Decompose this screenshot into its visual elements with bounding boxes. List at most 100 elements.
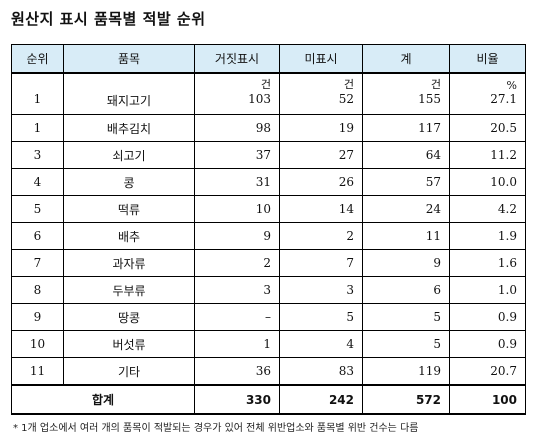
cell-ratio: 27.1 <box>449 92 526 115</box>
cell-total: 117 <box>362 114 450 142</box>
cell-rank: 11 <box>11 357 64 386</box>
cell-total: 119 <box>362 357 450 386</box>
unit-false-label: 건 <box>194 72 280 92</box>
cell-ratio: 0.9 <box>449 330 526 358</box>
cell-false-label: 36 <box>194 357 280 386</box>
cell-unlabeled: 3 <box>279 276 363 304</box>
cell-rank: 5 <box>11 195 64 223</box>
header-unlabeled: 미표시 <box>279 44 363 74</box>
cell-unlabeled: 52 <box>279 92 363 115</box>
unit-row: 건 건 건 % <box>11 72 526 92</box>
cell-ratio: 0.9 <box>449 303 526 331</box>
cell-ratio: 11.2 <box>449 141 526 169</box>
cell-false-label: 37 <box>194 141 280 169</box>
cell-total: 9 <box>362 249 450 277</box>
total-false-label: 330 <box>194 384 280 415</box>
cell-rank: 9 <box>11 303 64 331</box>
table-body: 건 건 건 % 1 돼지고기 103 52 155 27.1 1 배추김치 98 19 117 20.… <box>11 72 526 386</box>
cell-item: 기타 <box>63 357 195 386</box>
cell-unlabeled: 4 <box>279 330 363 358</box>
table-row: 9 땅콩 –5 5 0.9 <box>11 303 526 331</box>
total-label: 합계 <box>11 384 195 415</box>
table-row: 8 두부류 3 3 6 1.0 <box>11 276 526 304</box>
table-row: 3 쇠고기 37 27 64 11.2 <box>11 141 526 169</box>
cell-item: 쇠고기 <box>63 141 195 169</box>
table-row: 1 배추김치 98 19 117 20.5 <box>11 114 526 142</box>
cell-item: 배추 <box>63 222 195 250</box>
cell-total: 24 <box>362 195 450 223</box>
table-row: 10 버섯류 1 4 5 0.9 <box>11 330 526 358</box>
cell-rank: 10 <box>11 330 64 358</box>
cell-false-label: 10 <box>194 195 280 223</box>
cell-item: 콩 <box>63 168 195 196</box>
cell-total: 5 <box>362 330 450 358</box>
cell-item: 돼지고기 <box>63 92 195 115</box>
page-title: 원산지 표시 품목별 적발 순위 <box>11 10 206 28</box>
unit-rank <box>11 72 64 92</box>
cell-unlabeled: 26 <box>279 168 363 196</box>
table-row: 4 콩 31 26 57 10.0 <box>11 168 526 196</box>
unit-ratio: % <box>449 72 526 92</box>
header-total: 계 <box>362 44 450 74</box>
ranking-table: 순위 품목 거짓표시 미표시 계 비율 건 건 건 % 1 돼지고기 103 52 15… <box>11 44 526 415</box>
cell-item: 버섯류 <box>63 330 195 358</box>
cell-ratio: 20.5 <box>449 114 526 142</box>
header-ratio: 비율 <box>449 44 526 74</box>
cell-rank: 8 <box>11 276 64 304</box>
cell-rank: 6 <box>11 222 64 250</box>
total-unlabeled: 242 <box>279 384 363 415</box>
cell-false-label: 98 <box>194 114 280 142</box>
cell-unlabeled: 7 <box>279 249 363 277</box>
footnote: * 1개 업소에서 여러 개의 품목이 적발되는 경우가 있어 전체 위반업소와… <box>13 423 419 434</box>
table-row: 6 배추 9 2 11 1.9 <box>11 222 526 250</box>
header-rank: 순위 <box>11 44 64 74</box>
cell-item: 땅콩 <box>63 303 195 331</box>
cell-item: 떡류 <box>63 195 195 223</box>
cell-rank: 1 <box>11 92 64 115</box>
cell-item: 배추김치 <box>63 114 195 142</box>
table-row: 1 돼지고기 103 52 155 27.1 <box>11 92 526 115</box>
cell-total: 57 <box>362 168 450 196</box>
cell-false-label: – <box>194 303 280 331</box>
cell-false-label: 2 <box>194 249 280 277</box>
header-false-label: 거짓표시 <box>194 44 280 74</box>
cell-ratio: 1.6 <box>449 249 526 277</box>
cell-false-label: 9 <box>194 222 280 250</box>
cell-rank: 3 <box>11 141 64 169</box>
cell-unlabeled: 19 <box>279 114 363 142</box>
cell-unlabeled: 14 <box>279 195 363 223</box>
table-row: 11 기타 36 83 119 20.7 <box>11 357 526 386</box>
cell-ratio: 4.2 <box>449 195 526 223</box>
total-ratio: 100 <box>449 384 526 415</box>
table-row: 5 떡류 10 14 24 4.2 <box>11 195 526 223</box>
cell-unlabeled: 5 <box>279 303 363 331</box>
cell-rank: 4 <box>11 168 64 196</box>
cell-item: 두부류 <box>63 276 195 304</box>
unit-item <box>63 72 195 92</box>
cell-total: 64 <box>362 141 450 169</box>
cell-total: 6 <box>362 276 450 304</box>
cell-false-label: 1 <box>194 330 280 358</box>
total-row: 합계 330 242 572 100 <box>11 384 526 415</box>
cell-ratio: 1.9 <box>449 222 526 250</box>
cell-false-label: 3 <box>194 276 280 304</box>
cell-false-label: 31 <box>194 168 280 196</box>
table-row: 7 과자류 2 7 9 1.6 <box>11 249 526 277</box>
cell-rank: 1 <box>11 114 64 142</box>
header-item: 품목 <box>63 44 195 74</box>
cell-unlabeled: 27 <box>279 141 363 169</box>
cell-ratio: 20.7 <box>449 357 526 386</box>
total-total: 572 <box>362 384 450 415</box>
cell-total: 5 <box>362 303 450 331</box>
cell-rank: 7 <box>11 249 64 277</box>
cell-item: 과자류 <box>63 249 195 277</box>
cell-ratio: 10.0 <box>449 168 526 196</box>
cell-unlabeled: 83 <box>279 357 363 386</box>
cell-ratio: 1.0 <box>449 276 526 304</box>
header-row: 순위 품목 거짓표시 미표시 계 비율 <box>11 44 526 74</box>
unit-unlabeled: 건 <box>279 72 363 92</box>
cell-false-label: 103 <box>194 92 280 115</box>
cell-total: 11 <box>362 222 450 250</box>
unit-total: 건 <box>362 72 450 92</box>
cell-total: 155 <box>362 92 450 115</box>
